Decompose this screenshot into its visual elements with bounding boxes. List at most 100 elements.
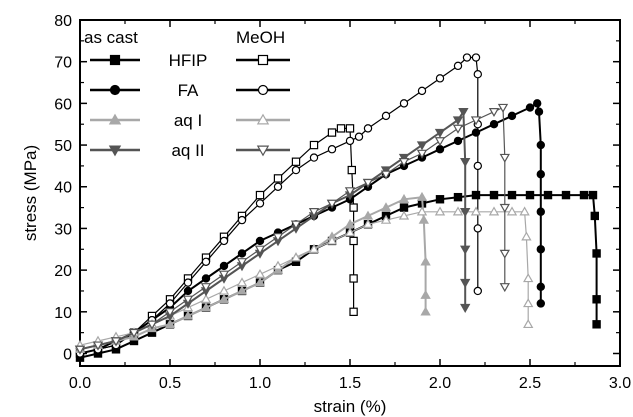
- data-point: [128, 328, 140, 338]
- data-point: [435, 195, 445, 204]
- x-tick-label: 3.0: [609, 375, 631, 392]
- data-point: [536, 207, 546, 216]
- data-point: [458, 108, 469, 118]
- data-point: [182, 310, 194, 320]
- data-point: [291, 165, 301, 175]
- legend-label: aq II: [171, 141, 204, 160]
- data-point: [349, 274, 358, 283]
- data-point: [110, 337, 122, 347]
- data-point: [462, 53, 472, 62]
- data-point: [380, 170, 392, 180]
- data-point: [489, 190, 499, 200]
- data-point: [362, 218, 374, 228]
- data-point: [473, 69, 482, 79]
- data-point: [326, 235, 338, 245]
- data-point: [507, 111, 517, 121]
- legend-marker: [109, 54, 121, 66]
- data-point: [536, 140, 546, 150]
- data-point: [434, 128, 446, 138]
- data-point: [349, 203, 358, 212]
- series-line: [79, 211, 529, 346]
- series-line: [79, 108, 467, 351]
- data-point: [435, 74, 445, 83]
- data-point: [363, 124, 373, 133]
- legend-marker: [108, 113, 122, 125]
- data-point: [237, 215, 247, 225]
- data-point: [473, 161, 482, 171]
- data-point: [291, 157, 301, 166]
- x-tick-label: 2.0: [429, 375, 451, 392]
- data-point: [506, 206, 518, 216]
- data-point: [488, 108, 500, 118]
- data-point: [533, 99, 542, 108]
- data-point: [164, 308, 176, 318]
- data-point: [543, 190, 553, 200]
- data-point: [416, 141, 428, 151]
- legend-label: aq I: [174, 111, 202, 130]
- data-point: [381, 111, 391, 121]
- data-point: [308, 243, 320, 253]
- data-point: [561, 190, 571, 200]
- data-point: [219, 261, 229, 271]
- data-point: [92, 341, 104, 351]
- data-point: [200, 293, 212, 304]
- series-line: [79, 101, 542, 355]
- data-point: [146, 320, 158, 330]
- data-point: [236, 258, 248, 268]
- data-point: [499, 153, 510, 163]
- data-series: [74, 53, 601, 362]
- data-point: [416, 191, 428, 201]
- data-point: [236, 285, 248, 295]
- axis-ticks: 0.0 0.5 1.0 1.5 2.0 2.5 3.0 0 10 20 30 40 50 60 70 80: [54, 13, 631, 392]
- legend-marker: [108, 145, 122, 157]
- data-point: [420, 289, 431, 299]
- data-point: [201, 274, 211, 283]
- series-aq-ii-meoh: [74, 103, 510, 355]
- data-point: [525, 190, 535, 200]
- data-point: [453, 192, 463, 202]
- data-point: [497, 103, 509, 113]
- data-point: [435, 145, 445, 154]
- data-point: [398, 210, 410, 220]
- data-point: [308, 208, 320, 218]
- data-point: [347, 165, 357, 175]
- y-tick-label: 50: [54, 138, 72, 155]
- legend-header-as-cast: as cast: [84, 28, 138, 47]
- series-fa-meoh: [75, 53, 482, 358]
- data-point: [536, 282, 546, 291]
- data-point: [399, 99, 409, 108]
- data-point: [218, 293, 230, 304]
- data-point: [460, 158, 471, 168]
- data-point: [592, 249, 601, 258]
- data-point: [592, 295, 601, 304]
- data-point: [452, 116, 464, 126]
- data-point: [460, 245, 471, 255]
- data-point: [255, 236, 265, 246]
- series-aq-i-as-cast: [74, 191, 431, 354]
- data-point: [460, 303, 471, 313]
- data-point: [523, 318, 534, 329]
- data-point: [183, 278, 193, 287]
- y-axis-label: stress (MPa): [21, 145, 40, 241]
- data-point: [182, 295, 194, 305]
- data-point: [290, 252, 302, 262]
- data-point: [354, 132, 364, 141]
- data-point: [362, 178, 374, 188]
- data-point: [218, 270, 230, 280]
- data-point: [470, 116, 482, 126]
- data-point: [399, 203, 409, 212]
- data-point: [349, 236, 358, 246]
- data-point: [588, 190, 598, 200]
- data-point: [272, 233, 284, 243]
- legend-label: HFIP: [169, 51, 208, 70]
- data-point: [218, 285, 230, 295]
- data-point: [592, 320, 601, 329]
- y-tick-label: 70: [54, 55, 72, 72]
- data-point: [254, 268, 266, 278]
- data-point: [290, 220, 302, 230]
- data-point: [536, 170, 546, 179]
- data-point: [345, 136, 355, 146]
- x-axis-label: strain (%): [314, 397, 387, 416]
- data-point: [525, 103, 535, 112]
